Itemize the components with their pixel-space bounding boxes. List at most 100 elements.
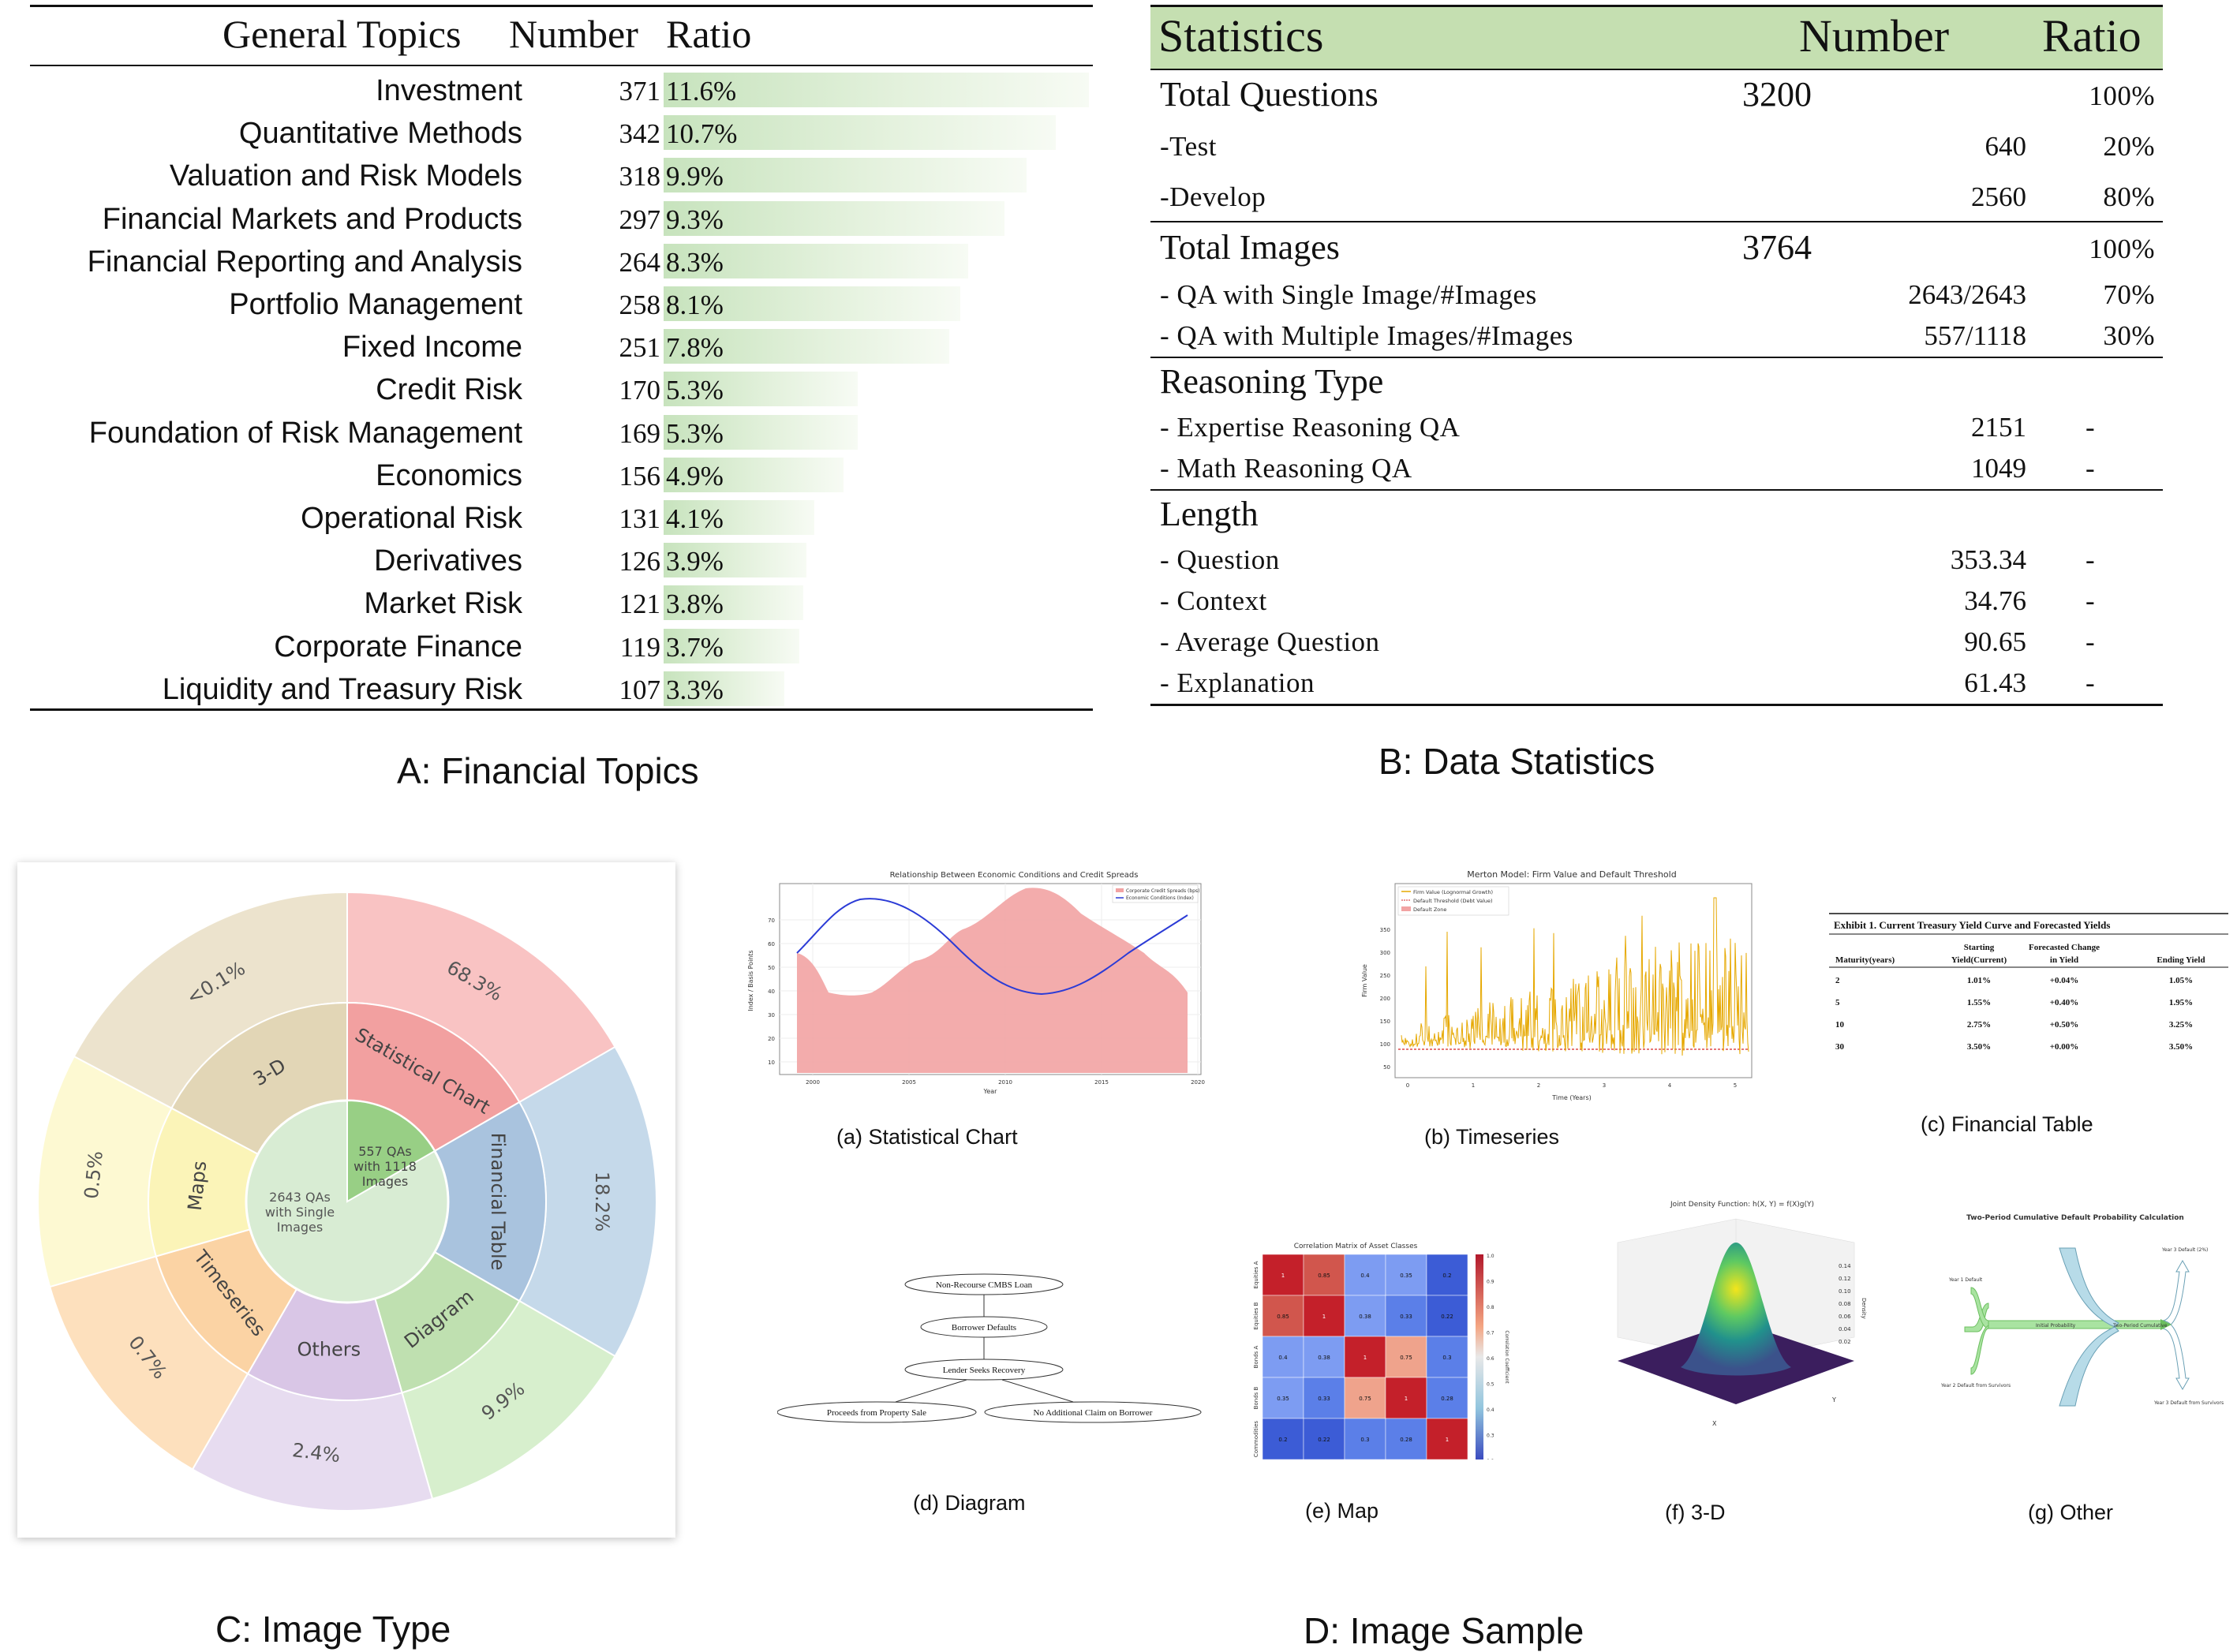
ts-title: Merton Model: Firm Value and Default Thr… — [1467, 869, 1676, 880]
caption-image-sample: D: Image Sample — [1304, 1610, 1584, 1651]
total-questions-label: Total Questions — [1160, 75, 1378, 114]
caption-3d: (f) 3-D — [1665, 1501, 1726, 1524]
table-header-rule — [30, 65, 1093, 66]
y-tick: 70 — [768, 918, 775, 924]
topic-name: Economics — [376, 458, 522, 492]
topic-ratio: 8.3% — [666, 246, 724, 278]
fin-cell: 1.95% — [2169, 998, 2193, 1007]
heatmap-cell — [1385, 1377, 1427, 1419]
financial-topics-table: General Topics Number Ratio Investment 37… — [30, 5, 1093, 711]
heatmap-value: 0.4 — [1360, 1273, 1370, 1279]
topic-count: 131 — [619, 503, 661, 534]
y-tick: 300 — [1380, 950, 1390, 956]
develop-ratio: 80% — [2103, 181, 2155, 212]
multiple-image-number: 557/1118 — [1924, 320, 2026, 351]
topic-count: 107 — [619, 674, 661, 705]
topic-ratio: 9.9% — [666, 161, 724, 192]
other-label-initial: Initial Probability — [2036, 1323, 2076, 1329]
topic-count: 170 — [619, 375, 661, 406]
topic-ratio: 4.1% — [666, 503, 724, 534]
fin-header-line2: Maturity(years) — [1835, 955, 1895, 965]
avg-question-label: - Average Question — [1160, 626, 1380, 657]
fin-cell: +0.00% — [2050, 1042, 2079, 1052]
sample-timeseries: Merton Model: Firm Value and Default Thr… — [1361, 869, 1753, 1101]
inner-label: Maps — [184, 1160, 211, 1212]
fin-cell: 1.01% — [1967, 976, 1991, 985]
heatmap-value: 0.38 — [1318, 1355, 1330, 1361]
total-images-ratio: 100% — [2089, 234, 2155, 264]
heatmap-cell — [1262, 1295, 1304, 1337]
caption-map: (e) Map — [1305, 1499, 1379, 1523]
map-title: Correlation Matrix of Asset Classes — [1294, 1243, 1418, 1250]
expertise-label: - Expertise Reasoning QA — [1160, 412, 1461, 443]
colorbar-tick: 0.5 — [1487, 1382, 1494, 1388]
single-image-number: 2643/2643 — [1908, 279, 2026, 310]
heatmap-cell — [1426, 1377, 1468, 1419]
edge-3 — [895, 1379, 967, 1403]
table-top-rule — [30, 5, 1093, 7]
ratio-bar — [664, 500, 814, 535]
other-label-cumulative: Two-Period Cumulative — [2112, 1323, 2168, 1329]
ratio-bar — [664, 115, 1057, 151]
heatmap-cell — [1344, 1295, 1386, 1337]
other-label-y3-survivors: Year 3 Default from Survivors — [2153, 1400, 2224, 1406]
flow-default-2 — [2059, 1326, 2119, 1407]
single-image-ratio: 70% — [2103, 279, 2155, 310]
x-tick: 0 — [1406, 1082, 1409, 1089]
topic-ratio: 3.3% — [666, 674, 724, 705]
heatmap-value: 0.3 — [1360, 1437, 1369, 1443]
stat-chart-frame — [779, 883, 1202, 1075]
heatmap-cell — [1303, 1336, 1345, 1378]
math-ratio: - — [2085, 453, 2096, 484]
ratio-bar — [664, 286, 961, 321]
heatmap-value: 0.75 — [1400, 1355, 1412, 1361]
topic-row: Financial Markets and Products 297 9.3% — [30, 200, 1093, 242]
heatmap-cell — [1426, 1295, 1468, 1337]
node-label-recovery: Lender Seeks Recovery — [943, 1366, 1026, 1375]
z-tick: 0.06 — [1839, 1314, 1851, 1320]
develop-number: 2560 — [1971, 181, 2026, 212]
topic-row: Credit Risk 170 5.3% — [30, 370, 1093, 413]
reasoning-type-label: Reasoning Type — [1160, 362, 1384, 401]
caption-other: (g) Other — [2028, 1501, 2114, 1524]
stat-xlabel: Year — [983, 1088, 998, 1095]
z-tick: 0.02 — [1839, 1339, 1851, 1345]
fin-cell: +0.50% — [2050, 1020, 2079, 1030]
question-length-number: 353.34 — [1950, 544, 2026, 575]
sample-statistical-chart: Relationship Between Economic Conditions… — [747, 871, 1205, 1095]
x-tick: 2005 — [902, 1079, 916, 1086]
topic-count: 121 — [619, 589, 661, 620]
topic-name: Corporate Finance — [274, 630, 522, 663]
test-ratio: 20% — [2103, 131, 2155, 162]
y-tick: 60 — [768, 941, 775, 947]
heatmap-value: 0.28 — [1441, 1396, 1453, 1402]
center-single-label: with Single — [265, 1205, 335, 1220]
colorbar-tick: 0.2 — [1487, 1459, 1494, 1460]
topic-name: Operational Risk — [301, 502, 522, 535]
explanation-label: - Explanation — [1160, 667, 1315, 698]
y-tick: 30 — [768, 1012, 775, 1018]
topic-count: 297 — [619, 204, 661, 235]
x-tick: 5 — [1734, 1082, 1737, 1089]
fin-cell: 2.75% — [1967, 1020, 1991, 1030]
z-tick: 0.10 — [1839, 1288, 1851, 1295]
test-number: 640 — [1984, 131, 2027, 162]
legend-default: Default Threshold (Debt Value) — [1413, 898, 1493, 904]
colorbar-tick: 1.0 — [1487, 1254, 1494, 1259]
legend-swatch-spread — [1116, 888, 1124, 892]
topic-ratio: 7.8% — [666, 332, 724, 364]
ts-frame — [1394, 883, 1753, 1078]
ts-ylabel: Firm Value — [1361, 964, 1368, 997]
center-single-label: Images — [277, 1220, 323, 1235]
question-length-label: - Question — [1160, 544, 1280, 575]
credit-spread-area — [797, 888, 1188, 1073]
heatmap-ylabel: Equities B — [1253, 1302, 1259, 1329]
topic-name: Investment — [376, 74, 522, 107]
fin-header-line1: Starting — [1964, 943, 1995, 952]
other-title: Two-Period Cumulative Default Probabilit… — [1966, 1214, 2184, 1222]
heatmap-value: 0.33 — [1400, 1314, 1412, 1320]
develop-label: -Develop — [1160, 181, 1266, 212]
flow-default-1 — [2059, 1247, 2119, 1328]
topic-name: Foundation of Risk Management — [88, 416, 522, 450]
